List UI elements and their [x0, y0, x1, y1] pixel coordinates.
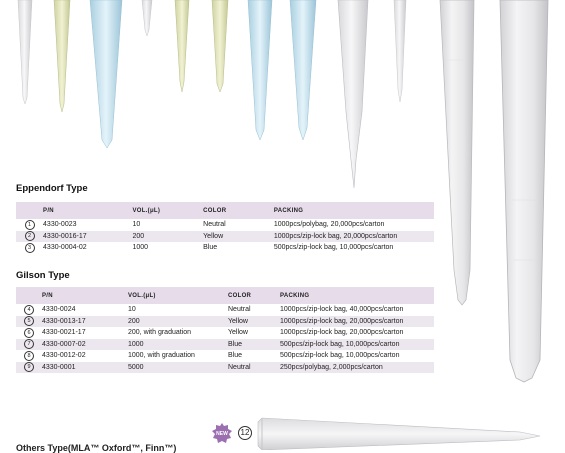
- col-header-pn: P/N: [42, 287, 128, 304]
- table-row: 5 4330-0013-17 200 Yellow 1000pcs/zip-lo…: [16, 315, 434, 327]
- cell-packing: 500pcs/zip-lock bag, 10,000pcs/carton: [273, 244, 394, 252]
- new-badge-label: NEW: [216, 431, 228, 437]
- col-header-color: COLOR: [203, 202, 274, 219]
- table-row: 8 4330-0012-02 1000, with graduation Blu…: [16, 350, 434, 362]
- cell-color: Yellow: [228, 315, 280, 327]
- cell-color: Blue: [228, 338, 280, 350]
- table-row: 3 4330-0004-02 1000 Blue 500pcs/zip-lock…: [16, 242, 434, 254]
- eppendorf-section-title: Eppendorf Type: [16, 183, 88, 194]
- cell-pn: 4330-0012-02: [42, 352, 86, 360]
- row-index-badge: 2: [24, 231, 35, 242]
- table-header-row: P/N VOL.(μL) COLOR PACKING: [16, 202, 434, 219]
- cell-color: Yellow: [228, 329, 248, 337]
- others-section-title: Others Type(MLA™ Oxford™, Finn™): [16, 443, 177, 453]
- row-index-badge: 6: [24, 327, 34, 338]
- cell-color: Neutral: [228, 306, 251, 314]
- gilson-spec-table: P/N VOL.(μL) COLOR PACKING 4 4330-0024 1…: [16, 287, 434, 373]
- new-badge-icon: NEW: [212, 423, 232, 443]
- cell-vol: 200, with graduation: [128, 329, 192, 337]
- cell-vol: 10: [128, 306, 136, 314]
- row-index-badge: 1: [24, 219, 35, 230]
- cell-vol: 1000: [128, 338, 228, 350]
- cell-pn: 4330-0021-17: [42, 329, 86, 337]
- col-header-color: COLOR: [228, 287, 280, 304]
- table-row: 6 4330-0021-17 200, with graduation Yell…: [16, 327, 434, 339]
- col-header-packing: PACKING: [273, 202, 434, 219]
- cell-packing: 1000pcs/zip-lock bag, 20,000pcs/carton: [273, 230, 434, 242]
- cell-pn: 4330-0004-02: [43, 244, 87, 252]
- row-index-badge: 9: [24, 362, 34, 373]
- cell-color: Blue: [203, 244, 218, 252]
- cell-packing: 500pcs/zip-lock bag, 10,000pcs/carton: [280, 352, 400, 360]
- cell-color: Neutral: [203, 221, 226, 229]
- row-index-badge: 8: [24, 350, 34, 361]
- col-header-vol: VOL.(μL): [128, 287, 228, 304]
- item-number-badge: 12: [238, 426, 252, 440]
- cell-vol: 10: [132, 221, 141, 229]
- table-row: 7 4330-0007-02 1000 Blue 500pcs/zip-lock…: [16, 338, 434, 350]
- cell-vol: 5000: [128, 361, 228, 373]
- table-header-row: P/N VOL.(μL) COLOR PACKING: [16, 287, 434, 304]
- cell-packing: 1000pcs/zip-lock bag, 20,000pcs/carton: [280, 315, 434, 327]
- eppendorf-spec-table: P/N VOL.(μL) COLOR PACKING 1 4330-0023 1…: [16, 202, 434, 254]
- col-header-pn: P/N: [43, 202, 133, 219]
- cell-pn: 4330-0023: [43, 221, 77, 229]
- gilson-section-title: Gilson Type: [16, 270, 70, 281]
- row-index-badge: 7: [24, 339, 34, 350]
- cell-packing: 1000pcs/zip-lock bag, 40,000pcs/carton: [280, 306, 404, 314]
- cell-vol: 1000: [132, 244, 149, 252]
- cell-pn: 4330-0001: [42, 361, 128, 373]
- cell-color: Yellow: [203, 230, 274, 242]
- cell-packing: 250pcs/polybag, 2,000pcs/carton: [280, 361, 434, 373]
- cell-vol: 1000, with graduation: [128, 352, 195, 360]
- cell-packing: 1000pcs/polybag, 20,000pcs/carton: [273, 221, 385, 229]
- table-row: 1 4330-0023 10 Neutral 1000pcs/polybag, …: [16, 219, 434, 231]
- row-index-badge: 3: [24, 242, 35, 253]
- cell-pn: 4330-0024: [42, 306, 76, 314]
- table-row: 9 4330-0001 5000 Neutral 250pcs/polybag,…: [16, 361, 434, 373]
- cell-packing: 1000pcs/zip-lock bag, 20,000pcs/carton: [280, 329, 404, 337]
- row-index-badge: 5: [24, 316, 34, 327]
- col-header-packing: PACKING: [280, 287, 434, 304]
- col-header-vol: VOL.(μL): [132, 202, 204, 219]
- cell-pn: 4330-0007-02: [42, 338, 128, 350]
- cell-color: Neutral: [228, 361, 280, 373]
- cell-color: Blue: [228, 352, 243, 360]
- cell-packing: 500pcs/zip-lock bag, 10,000pcs/carton: [280, 338, 434, 350]
- cell-vol: 200: [128, 315, 228, 327]
- cell-vol: 200: [132, 230, 204, 242]
- table-row: 4 4330-0024 10 Neutral 1000pcs/zip-lock …: [16, 304, 434, 316]
- cell-pn: 4330-0016-17: [43, 230, 133, 242]
- cell-pn: 4330-0013-17: [42, 315, 128, 327]
- table-row: 2 4330-0016-17 200 Yellow 1000pcs/zip-lo…: [16, 230, 434, 242]
- row-index-badge: 4: [24, 304, 34, 315]
